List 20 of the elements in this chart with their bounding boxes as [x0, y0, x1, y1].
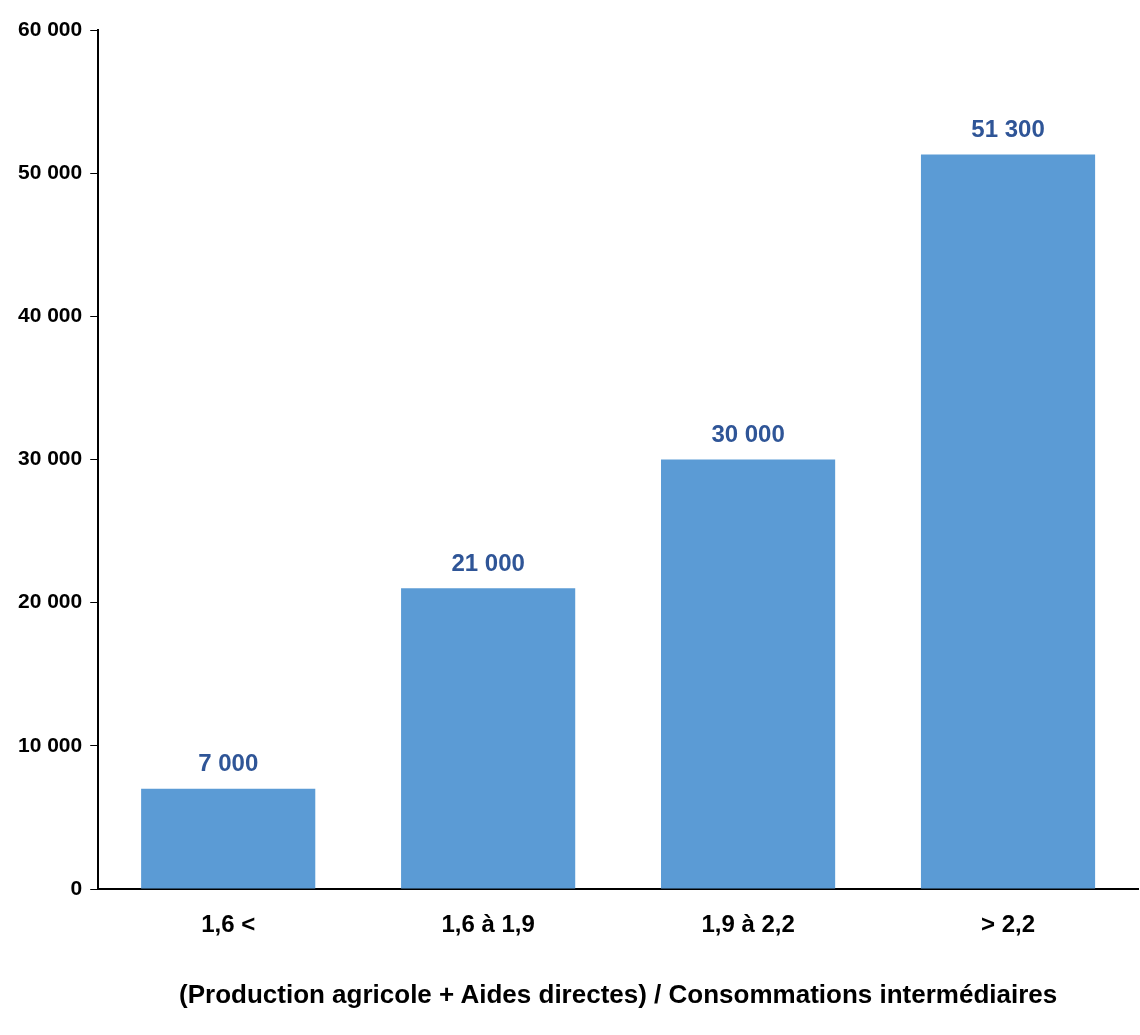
y-tick-label: 60 000 [18, 16, 83, 40]
bar [141, 788, 316, 889]
x-tick-label: 1,9 à 2,2 [701, 910, 795, 938]
y-tick-label: 20 000 [18, 589, 83, 613]
data-label: 51 300 [971, 115, 1045, 143]
data-label: 30 000 [711, 420, 785, 448]
bar [401, 588, 576, 889]
data-label: 7 000 [198, 749, 259, 777]
y-tick-label: 40 000 [18, 303, 83, 327]
x-tick-label: > 2,2 [981, 910, 1036, 938]
y-tick-label: 30 000 [18, 446, 83, 470]
y-tick-label: 0 [70, 875, 83, 899]
y-tick-label: 50 000 [18, 159, 83, 183]
bar [661, 459, 836, 889]
x-axis-title: (Production agricole + Aides directes) / Consommations intermédiaires [179, 978, 1058, 1009]
y-tick-label: 10 000 [18, 732, 83, 756]
bar [920, 154, 1096, 889]
x-tick-label: 1,6 à 1,9 [441, 910, 535, 938]
x-tick-label: 1,6 < [201, 910, 256, 938]
data-label: 21 000 [451, 548, 525, 576]
